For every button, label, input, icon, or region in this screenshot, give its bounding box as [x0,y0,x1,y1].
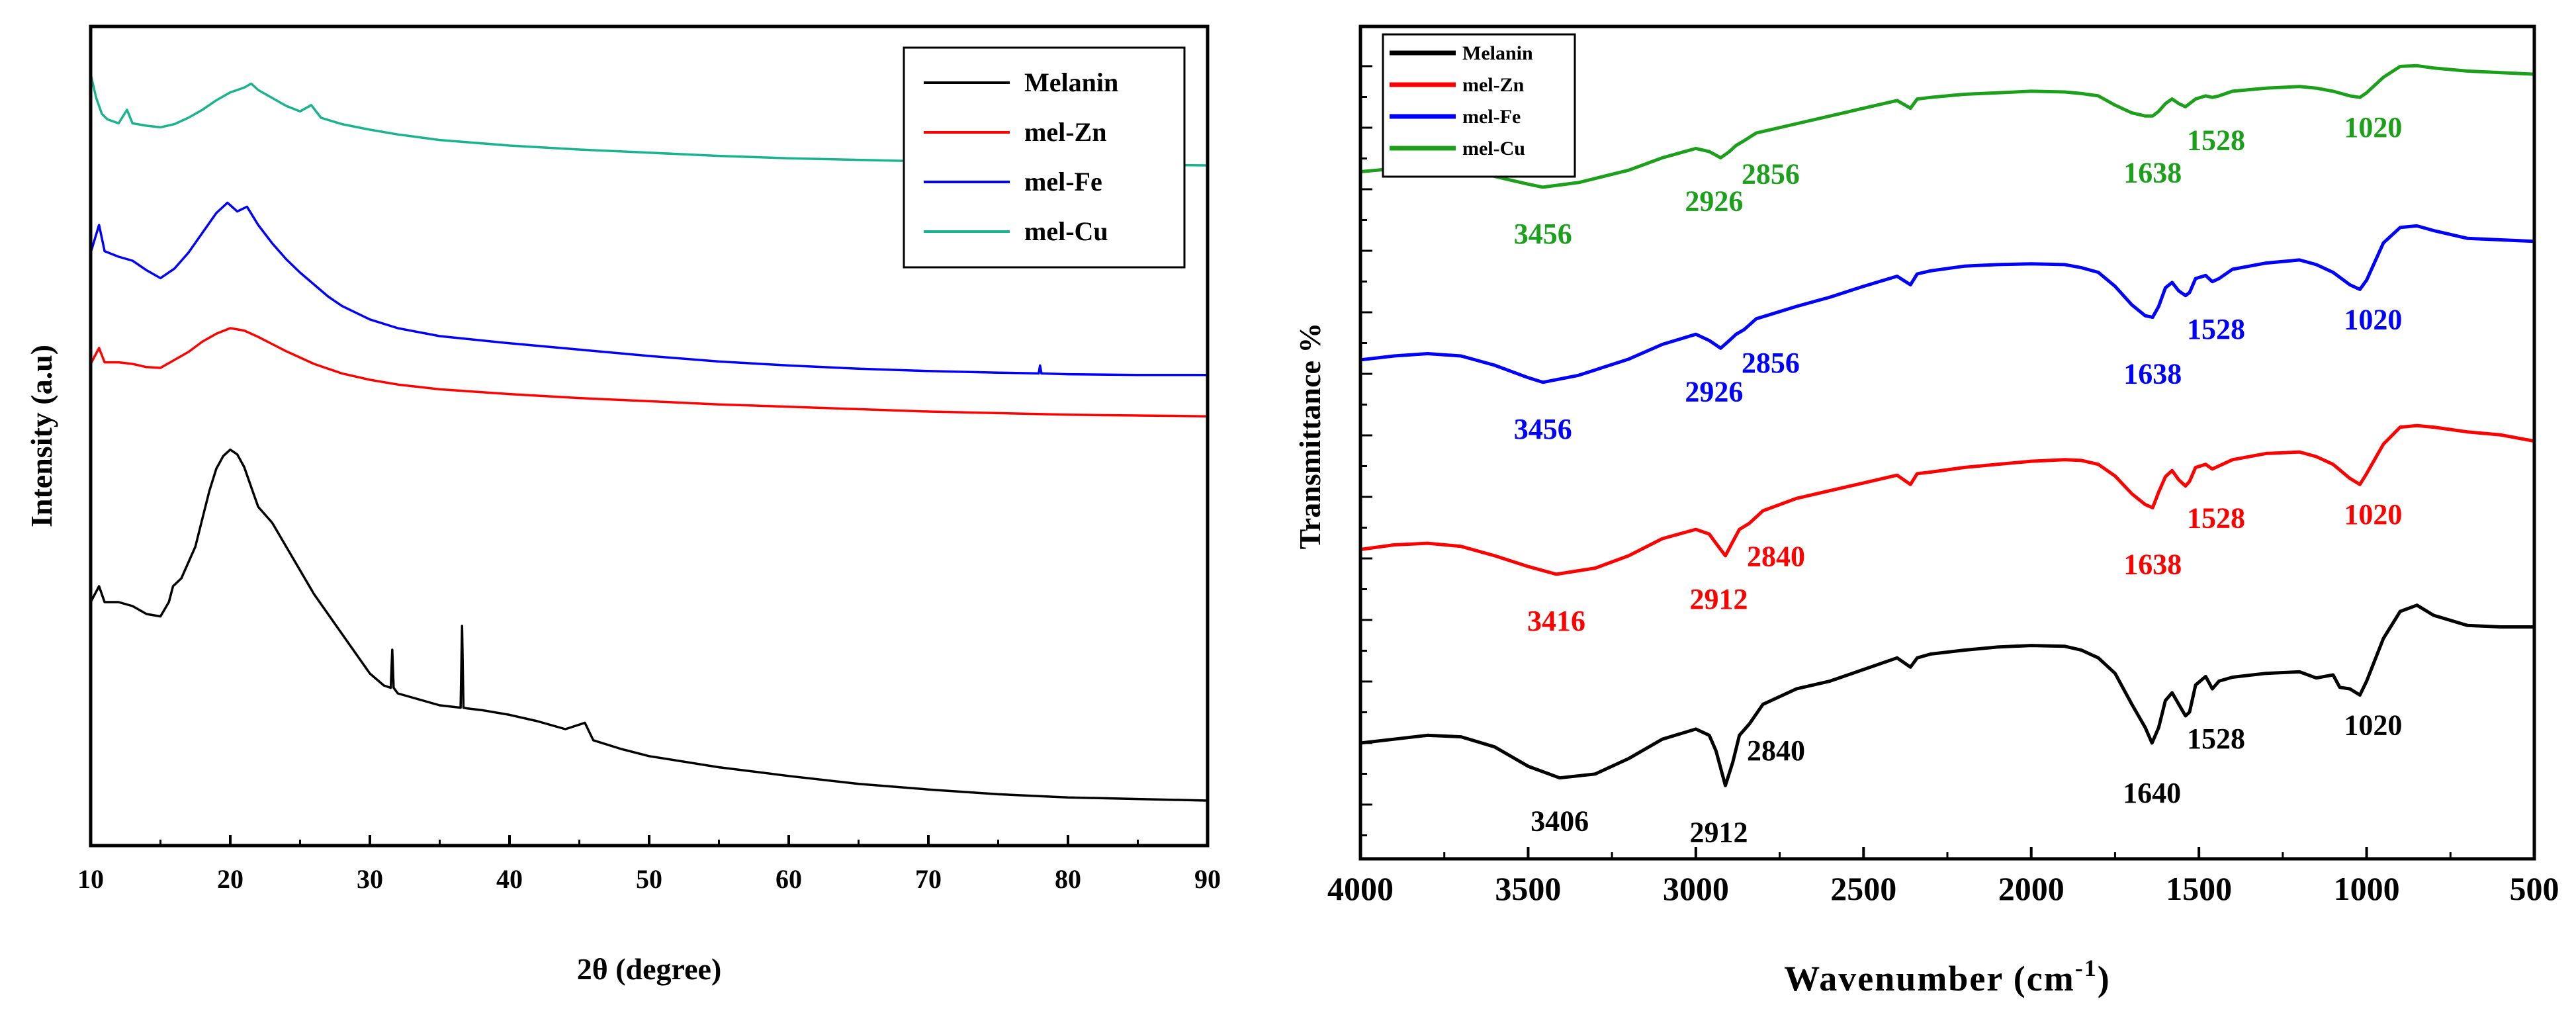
xrd-legend-item: mel-Zn [924,117,1106,147]
ftir-peak-label: 2840 [1747,734,1805,767]
xrd-legend-label: mel-Zn [1024,117,1106,147]
ftir-peak-label: 1638 [2123,156,2182,189]
xrd-x-tick-label: 70 [915,864,942,894]
ftir-x-tick-label: 2500 [1830,870,1896,907]
ftir-series-mel-zn [1360,423,2535,576]
ftir-peak-label: 2912 [1689,583,1748,615]
ftir-peak-label: 2856 [1742,158,1800,191]
ftir-x-tick-label: 4000 [1327,870,1394,907]
ftir-legend-label: mel-Cu [1462,138,1525,159]
xrd-series-melanin [89,448,1208,802]
ftir-xlabel-main: Wavenumber (cm [1784,959,2074,998]
ftir-legend-box [1382,33,1576,178]
ftir-peak-label: 1528 [2187,124,2245,157]
ftir-peak-label: 2912 [1689,816,1748,848]
ftir-peak-label: 2926 [1685,185,1743,217]
ftir-x-tick-label: 500 [2510,870,2559,907]
ftir-peak-label: 2856 [1742,347,1800,379]
ftir-legend-item: mel-Fe [1390,106,1521,128]
xrd-x-tick-label: 80 [1055,864,1081,894]
ftir-peak-label: 1528 [2187,502,2245,535]
ftir-x-tick-label: 1000 [2334,870,2400,907]
ftir-peak-label: 1020 [2344,709,2402,741]
ftir-legend-label: mel-Zn [1462,74,1525,96]
ftir-x-tick-label: 3500 [1495,870,1561,907]
ftir-peak-label: 1020 [2344,303,2402,335]
ftir-legend-item: mel-Cu [1390,138,1525,159]
xrd-series-mel-fe [89,201,1208,376]
ftir-legend-label: Melanin [1462,42,1533,64]
xrd-x-tick-label: 90 [1194,864,1221,894]
ftir-xlabel: Wavenumber (cm-1) [1784,955,2110,998]
ftir-peak-label: 1528 [2187,723,2245,755]
ftir-series-mel-cu [1360,64,2535,189]
xrd-chart: 10 20 30 40 50 60 70 80 90 Intensity (a.u) 2θ (d… [24,24,1221,986]
xrd-series-mel-cu [89,73,1208,167]
xrd-legend-label: mel-Cu [1024,216,1108,246]
xrd-x-tick-label: 60 [776,864,802,894]
ftir-peak-label: 3416 [1527,605,1585,637]
ftir-peak-label: 1640 [2123,777,2181,809]
ftir-series-group [1360,64,2535,787]
ftir-series-melanin [1360,603,2534,787]
xrd-legend-item: mel-Cu [924,216,1108,246]
ftir-x-tick-label: 2000 [1998,870,2065,907]
ftir-xlabel-superscript: -1 [2075,955,2098,981]
ftir-peak-label: 3406 [1531,805,1589,838]
ftir-legend-item: Melanin [1390,42,1533,64]
ftir-peak-label: 3456 [1514,413,1572,445]
xrd-x-tick-label: 50 [636,864,662,894]
xrd-series-mel-zn [89,327,1208,418]
ftir-series-mel-fe [1360,224,2535,384]
ftir-ylabel: Transmittance % [1293,323,1327,550]
ftir-legend-item: mel-Zn [1390,74,1525,96]
ftir-peak-label: 1020 [2344,498,2402,531]
xrd-series-group [89,73,1208,802]
ftir-x-tick-label: 3000 [1663,870,1729,907]
ftir-legend-label: mel-Fe [1462,106,1521,128]
xrd-legend-label: mel-Fe [1024,167,1102,197]
ftir-x-tick-label: 1500 [2166,870,2232,907]
ftir-chart: 4000 3500 3000 2500 2000 1500 1000 500 3456 2926… [1293,24,2559,998]
xrd-x-tick-label: 40 [496,864,523,894]
ftir-legend: Melanin mel-Zn mel-Fe mel-Cu [1382,33,1576,178]
xrd-x-tick-label: 20 [217,864,244,894]
ftir-peak-label: 1638 [2123,358,2182,390]
ftir-peak-label: 1020 [2344,111,2402,144]
xrd-ylabel: Intensity (a.u) [24,345,58,527]
ftir-peak-label: 3456 [1514,218,1572,250]
xrd-legend-item: Melanin [924,67,1118,97]
xrd-x-tick-label: 30 [357,864,383,894]
xrd-xlabel: 2θ (degree) [577,952,722,986]
xrd-legend: Melanin mel-Zn mel-Fe mel-Cu [903,46,1186,269]
ftir-x-axis: 4000 3500 3000 2500 2000 1500 1000 500 [1327,65,2559,907]
ftir-peak-label: 1528 [2187,313,2245,345]
ftir-xlabel-close: ) [2098,959,2111,998]
ftir-peak-label: 2926 [1685,375,1743,408]
xrd-legend-item: mel-Fe [924,167,1102,197]
xrd-x-axis: 10 20 30 40 50 60 70 80 90 [77,835,1221,894]
ftir-peak-label: 1638 [2123,548,2182,580]
xrd-legend-label: Melanin [1024,67,1118,97]
xrd-x-tick-label: 10 [77,864,104,894]
ftir-peak-label: 2840 [1747,541,1805,573]
